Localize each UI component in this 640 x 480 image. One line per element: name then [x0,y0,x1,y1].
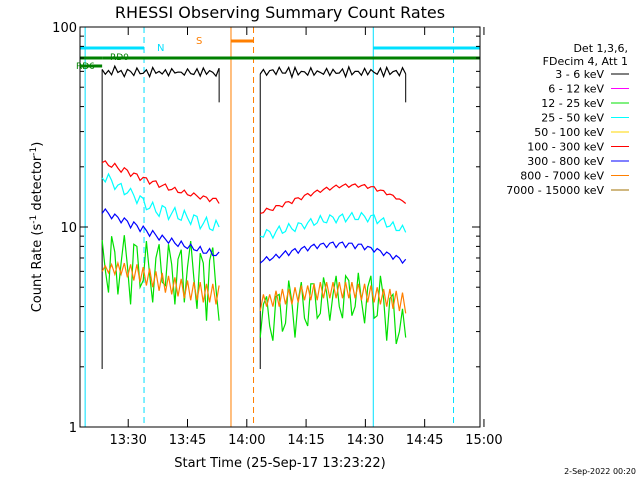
flag-label-n: N [157,43,164,54]
series-line-3-seg-1 [260,211,407,240]
series-line-0-seg-0 [101,64,220,79]
series-line-2-seg-0 [101,235,220,321]
series-line-3-seg-0 [101,172,220,232]
y-tick-label-0: 1 [69,421,77,436]
series-line-0-seg-1 [259,65,407,80]
series-line-5-seg-0 [101,160,220,204]
series-line-2-seg-1 [259,272,407,345]
y-tick-label-2: 100 [52,21,77,36]
x-tick-label-2: 14:00 [228,433,265,448]
y-axis-label: Count Rate (s-1 detector-1) [29,142,45,313]
legend-header-0: Det 1,3,6, [573,42,628,55]
legend-label-1: 6 - 12 keV [548,83,604,96]
legend-label-4: 50 - 100 keV [534,126,604,139]
legend-label-0: 3 - 6 keV [555,68,604,81]
legend: Det 1,3,6,FDecim 4, Att 13 - 6 keV 6 - 12… [506,42,629,197]
y-axis-label-end: ) [30,142,45,147]
x-tick-label-4: 14:30 [347,433,384,448]
series-line-5-seg-1 [260,183,407,214]
legend-label-6: 300 - 800 keV [527,155,604,168]
x-tick-label-1: 13:45 [169,433,206,448]
axis-ticks: 13:30 13:45 14:00 14:15 14:30 14:45 15:00 1 10 10… [52,21,503,448]
y-axis-label-main: Count Rate (s [30,224,45,313]
series-line-7-seg-0 [101,260,220,305]
series-layer [101,64,407,369]
y-axis-label-exp1: -1 [29,215,39,224]
flag-label-s: S [196,36,202,47]
legend-label-7: 800 - 7000 keV [520,170,604,183]
y-axis-label-mid: detector [30,155,45,215]
flag-label-rd6: RD6 [76,62,95,72]
footer-date: 2-Sep-2022 00:20 [564,467,636,476]
y-tick-label-1: 10 [60,221,77,236]
x-tick-label-0: 13:30 [109,433,146,448]
series-line-7-seg-1 [259,281,407,314]
legend-label-2: 12 - 25 keV [541,97,604,110]
series-line-6-seg-0 [101,207,220,257]
overlay-layer [80,39,480,68]
x-tick-label-6: 15:00 [465,433,502,448]
legend-label-3: 25 - 50 keV [541,112,604,125]
x-tick-label-3: 14:15 [287,433,324,448]
annotation-layer [84,27,455,427]
legend-label-5: 100 - 300 keV [527,141,604,154]
y-axis-label-exp2: -1 [29,147,39,156]
flag-label-rd0: RD0 [110,53,129,63]
flag-labels: RD0 RD6 N S [76,36,202,72]
x-tick-label-5: 14:45 [406,433,443,448]
legend-header-1: FDecim 4, Att 1 [543,55,628,68]
series-line-6-seg-1 [259,241,407,265]
x-axis-label: Start Time (25-Sep-17 13:23:22) [174,456,385,471]
chart-title: RHESSI Observing Summary Count Rates [115,3,445,22]
legend-label-8: 7000 - 15000 keV [506,184,604,197]
